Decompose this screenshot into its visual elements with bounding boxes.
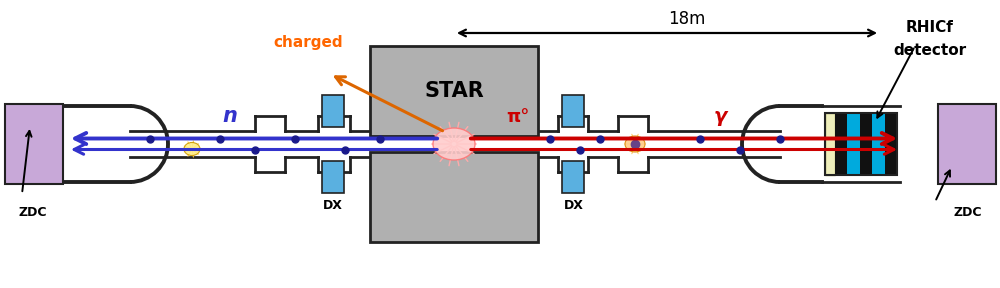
Bar: [370, 46, 538, 136]
Ellipse shape: [184, 143, 200, 156]
Text: γ: γ: [713, 107, 727, 126]
Text: STAR: STAR: [424, 81, 484, 101]
Text: π°: π°: [506, 108, 529, 126]
Bar: [938, 104, 996, 184]
Bar: [872, 113, 885, 175]
Bar: [562, 161, 584, 193]
Text: DX: DX: [323, 199, 343, 212]
Text: charged: charged: [273, 35, 343, 50]
Bar: [5, 104, 63, 184]
Text: n: n: [223, 106, 237, 126]
Bar: [370, 152, 538, 242]
Bar: [825, 113, 835, 175]
Ellipse shape: [625, 136, 645, 152]
Bar: [562, 95, 584, 127]
Bar: [322, 95, 344, 127]
Text: DX: DX: [564, 199, 584, 212]
Text: detector: detector: [893, 43, 967, 58]
Text: ZDC: ZDC: [954, 206, 982, 219]
Text: ZDC: ZDC: [19, 206, 47, 219]
Text: 18m: 18m: [668, 10, 706, 28]
Ellipse shape: [433, 128, 475, 160]
Bar: [825, 113, 897, 175]
Text: RHICf: RHICf: [906, 20, 954, 35]
Bar: [847, 113, 860, 175]
Bar: [860, 113, 872, 175]
Bar: [835, 113, 847, 175]
Bar: [885, 113, 897, 175]
Bar: [322, 161, 344, 193]
